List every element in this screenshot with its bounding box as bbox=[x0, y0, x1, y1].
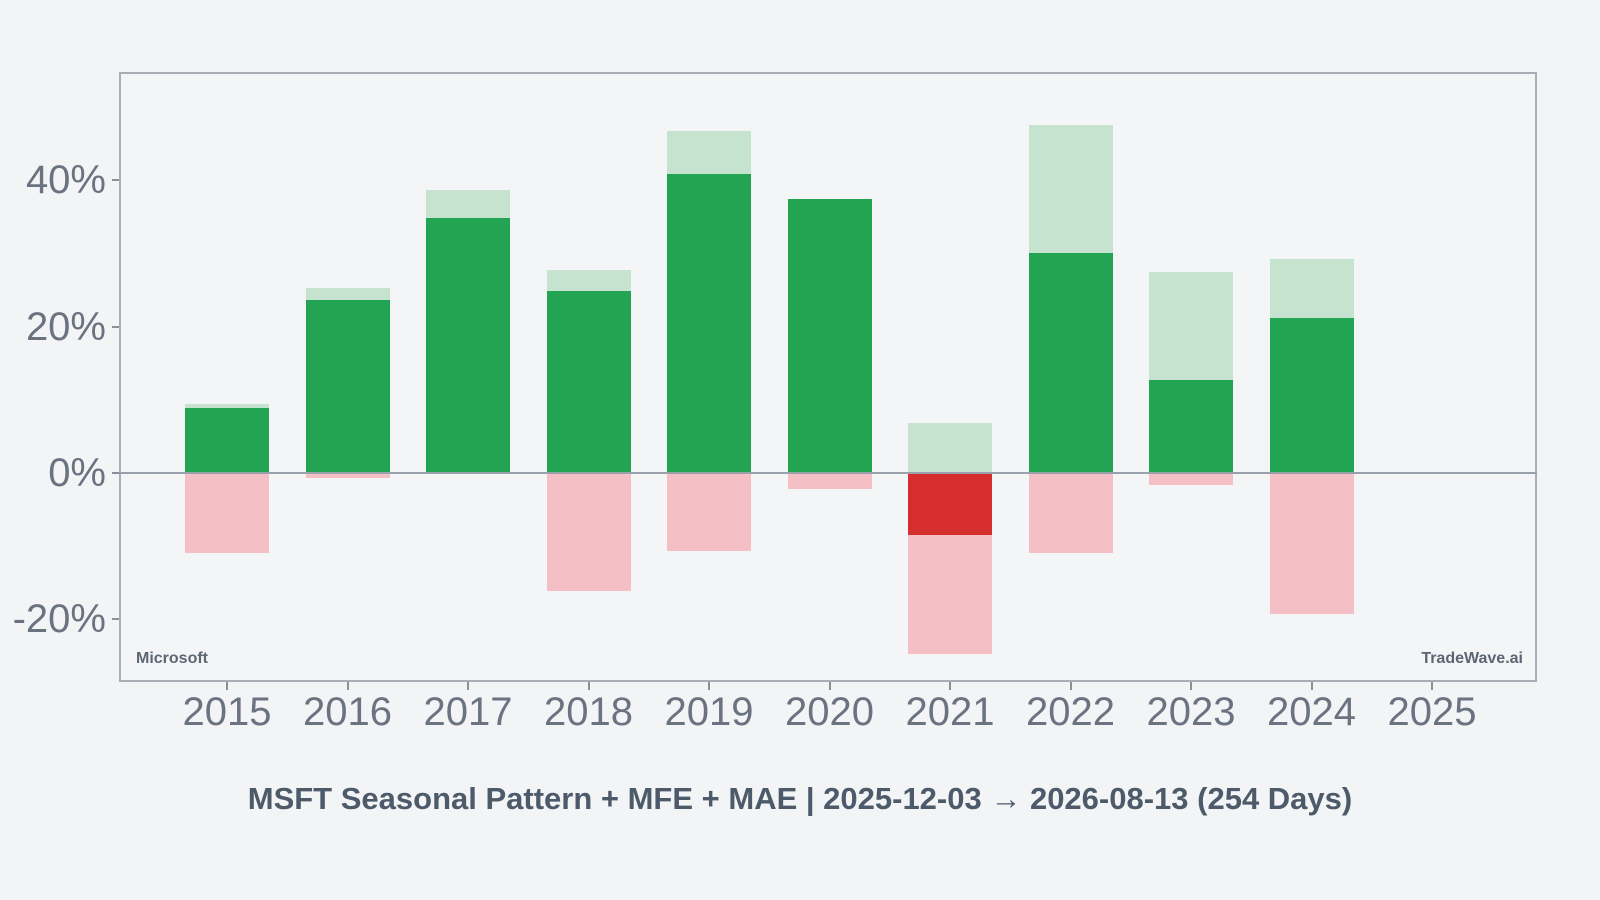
x-tick-label: 2025 bbox=[1387, 690, 1477, 734]
x-tick bbox=[346, 682, 349, 690]
x-tick-label: 2023 bbox=[1146, 690, 1236, 734]
bar-return-positive bbox=[787, 199, 872, 473]
bar-mae bbox=[546, 472, 631, 591]
watermark-tradewave: TradeWave.ai bbox=[1421, 650, 1523, 667]
x-tick-label: 2020 bbox=[785, 690, 874, 734]
x-tick-label: 2024 bbox=[1267, 690, 1356, 734]
bar-return-positive bbox=[426, 217, 510, 473]
x-tick-label: 2022 bbox=[1026, 690, 1115, 734]
y-tick bbox=[112, 325, 119, 328]
bar-return-positive bbox=[1149, 379, 1233, 473]
bar-return-positive bbox=[667, 174, 751, 473]
x-tick bbox=[1431, 682, 1433, 690]
x-tick bbox=[949, 682, 951, 690]
y-tick bbox=[112, 179, 119, 182]
bar-mae bbox=[1269, 472, 1354, 614]
y-tick-label: 0% bbox=[48, 450, 106, 495]
x-tick bbox=[587, 682, 590, 690]
bar-return-positive bbox=[1269, 318, 1354, 473]
bar-return-positive bbox=[185, 408, 269, 473]
x-tick bbox=[828, 682, 831, 690]
watermark-microsoft: Microsoft bbox=[136, 650, 208, 667]
x-tick-label: 2015 bbox=[182, 690, 272, 734]
x-tick-label: 2017 bbox=[423, 690, 513, 734]
x-tick bbox=[1190, 682, 1192, 690]
x-tick bbox=[1069, 682, 1072, 690]
x-tick bbox=[226, 682, 228, 690]
zero-gridline bbox=[119, 471, 1537, 474]
y-tick bbox=[112, 471, 119, 474]
x-tick bbox=[467, 682, 469, 690]
x-tick-label: 2021 bbox=[905, 690, 995, 734]
bar-return-positive bbox=[546, 291, 631, 473]
x-tick-label: 2016 bbox=[303, 690, 392, 734]
bar-mae bbox=[185, 472, 269, 553]
bar-return-negative bbox=[908, 472, 992, 535]
x-tick bbox=[708, 682, 710, 690]
y-tick bbox=[112, 618, 119, 621]
y-tick-label: 20% bbox=[25, 304, 106, 349]
bar-mfe bbox=[908, 423, 992, 473]
y-tick-label: 40% bbox=[25, 158, 106, 203]
bar-mae bbox=[1028, 472, 1113, 554]
x-tick bbox=[1310, 682, 1313, 690]
bar-return-positive bbox=[305, 300, 390, 473]
bar-mae bbox=[1149, 472, 1233, 485]
bar-mae bbox=[787, 472, 872, 489]
y-tick-label: -20% bbox=[12, 597, 106, 642]
chart-title: MSFT Seasonal Pattern + MFE + MAE | 2025… bbox=[247, 781, 1353, 816]
bar-mae bbox=[305, 472, 390, 478]
bar-mae bbox=[667, 472, 751, 552]
bar-return-positive bbox=[1028, 252, 1113, 473]
x-tick-label: 2018 bbox=[544, 690, 633, 734]
x-tick-label: 2019 bbox=[664, 690, 754, 734]
